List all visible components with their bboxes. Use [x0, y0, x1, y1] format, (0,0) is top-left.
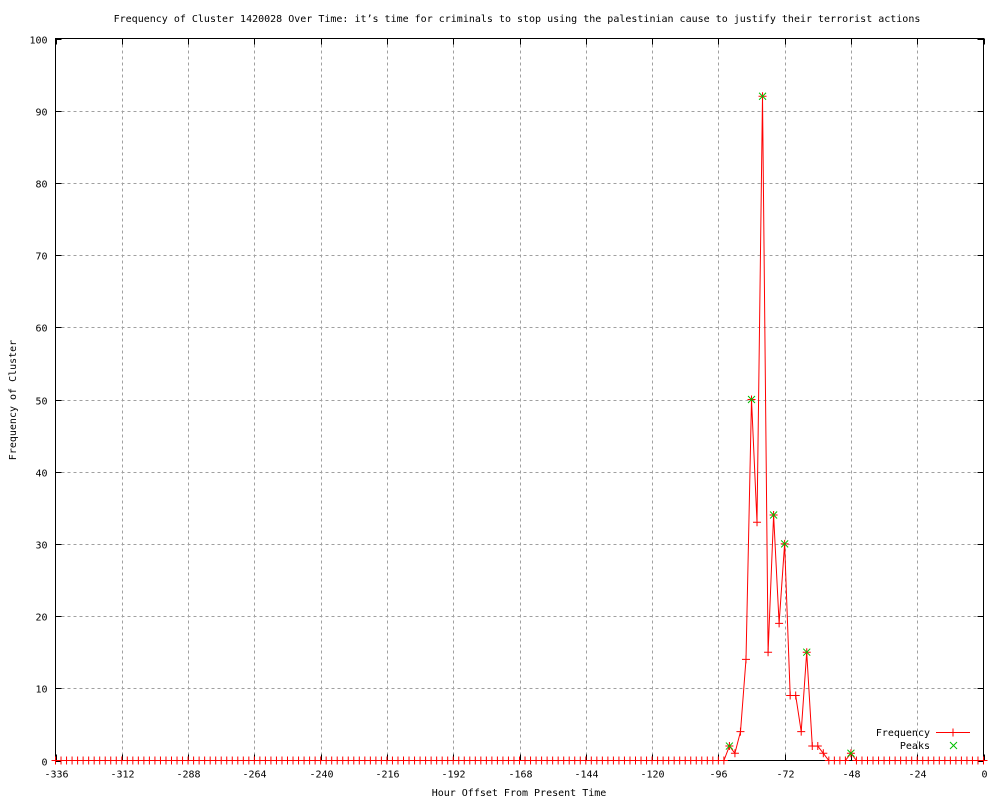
peak-point	[769, 511, 778, 519]
frequency-point	[736, 727, 745, 736]
frequency-point	[813, 742, 822, 751]
x-tick-label: -264	[242, 770, 266, 781]
frequency-point	[797, 727, 806, 736]
x-tick-label: -24	[908, 770, 926, 781]
y-tick-label: 20	[35, 613, 47, 624]
legend: Frequency Peaks	[876, 728, 970, 752]
peak-point	[847, 749, 855, 758]
legend-label-frequency: Frequency	[876, 728, 930, 739]
frequency-point	[753, 518, 762, 527]
peak-point	[725, 742, 734, 750]
x-tick-label: -96	[709, 770, 727, 781]
plot-frame	[55, 38, 984, 761]
x-tick-label: -336	[44, 770, 68, 781]
y-tick-label: 0	[41, 758, 47, 769]
x-tick-label: -312	[110, 770, 134, 781]
y-tick-label: 70	[35, 252, 47, 263]
x-tick-label: -48	[842, 770, 860, 781]
chart-title: Frequency of Cluster 1420028 Over Time: …	[114, 14, 921, 25]
x-tick-label: -120	[640, 770, 664, 781]
y-tick-label: 30	[35, 541, 47, 552]
series-layer	[51, 92, 988, 765]
peak-point	[802, 648, 811, 657]
y-tick-label: 80	[35, 180, 47, 191]
y-axis-label: Frequency of Cluster	[8, 340, 19, 460]
x-tick-label: -216	[375, 770, 399, 781]
y-tick-label: 10	[35, 685, 47, 696]
y-tick-label: 90	[35, 108, 47, 119]
axis-ticks: 0 10 20 30 40 50 60 70 80 90 100 -336 -312 -288 -264 -2…	[29, 36, 987, 781]
legend-marker-peaks	[949, 741, 958, 750]
x-tick-label: 0	[981, 770, 987, 781]
frequency-point	[819, 749, 828, 758]
frequency-point	[741, 655, 750, 664]
x-tick-label: -192	[441, 770, 465, 781]
x-tick-label: -288	[176, 770, 200, 781]
y-tick-label: 60	[35, 324, 47, 335]
frequency-line	[55, 96, 984, 761]
y-tick-label: 40	[35, 469, 47, 480]
x-tick-label: -240	[309, 770, 333, 781]
peak-point	[780, 540, 789, 548]
frequency-point	[775, 619, 784, 628]
y-tick-label: 50	[35, 397, 47, 408]
frequency-point	[719, 756, 728, 765]
legend-label-peaks: Peaks	[900, 741, 930, 752]
peak-point	[747, 395, 756, 404]
x-tick-label: -168	[508, 770, 532, 781]
x-tick-label: -72	[776, 770, 794, 781]
frequency-point	[979, 756, 988, 765]
grid	[55, 38, 984, 761]
frequency-point	[791, 691, 800, 700]
frequency-point	[764, 648, 773, 657]
frequency-point	[841, 756, 850, 765]
x-axis-label: Hour Offset From Present Time	[432, 788, 607, 799]
frequency-point	[730, 749, 739, 758]
y-tick-label: 100	[29, 36, 47, 47]
x-tick-label: -144	[574, 770, 598, 781]
peak-point	[758, 92, 767, 101]
